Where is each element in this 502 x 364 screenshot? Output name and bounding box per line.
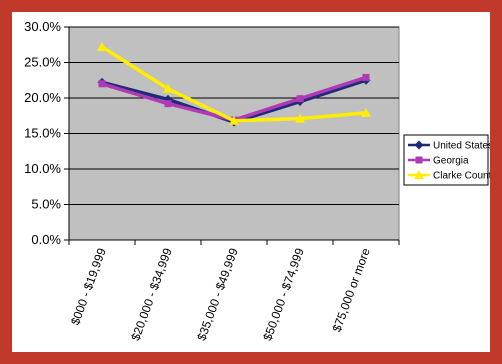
data-point xyxy=(361,107,371,117)
x-tick-label: $50,000 - $74,999 xyxy=(260,246,307,343)
x-tick-label: $35,000 - $49,999 xyxy=(194,246,241,343)
y-tick-label: 25.0% xyxy=(24,55,61,70)
data-point xyxy=(414,140,424,150)
legend-item: Georgia xyxy=(408,156,469,167)
line-chart: 0.0% 5.0% 10.0% 15.0% 20.0% 25.0% 30.0% $000 -… xyxy=(24,19,490,343)
y-tick-label: 0.0% xyxy=(31,232,61,247)
legend-item: United States xyxy=(408,140,490,152)
x-tick-label: $75,000 or more xyxy=(330,246,373,334)
data-point xyxy=(415,156,423,164)
legend-label: United States xyxy=(433,141,490,152)
y-axis: 0.0% 5.0% 10.0% 15.0% 20.0% 25.0% 30.0% xyxy=(24,19,70,247)
chart-frame: 0.0% 5.0% 10.0% 15.0% 20.0% 25.0% 30.0% $000 -… xyxy=(12,12,490,352)
data-point xyxy=(362,73,370,81)
data-point xyxy=(97,41,107,51)
data-point xyxy=(295,113,305,123)
data-point xyxy=(163,83,173,93)
y-tick-label: 30.0% xyxy=(24,19,61,34)
y-tick-label: 5.0% xyxy=(31,197,61,212)
legend-label: Georgia xyxy=(433,156,469,167)
series-layer xyxy=(97,41,371,127)
data-point xyxy=(414,170,424,179)
y-tick-label: 20.0% xyxy=(24,90,61,105)
series-clarke-county xyxy=(97,41,371,125)
y-tick-label: 10.0% xyxy=(24,161,61,176)
data-point xyxy=(229,115,239,125)
data-point xyxy=(296,95,304,103)
x-tick-label: $000 - $19,999 xyxy=(68,246,109,327)
legend: United States Georgia Clarke County xyxy=(403,134,490,186)
legend-item: Clarke County xyxy=(408,170,490,182)
x-tick-label: $20,000 - $34,999 xyxy=(128,246,175,343)
x-axis: $000 - $19,999 $20,000 - $34,999 $35,000 -… xyxy=(68,239,400,343)
y-tick-label: 15.0% xyxy=(24,126,61,141)
legend-label: Clarke County xyxy=(433,171,490,182)
data-point xyxy=(98,80,106,88)
data-point xyxy=(164,100,172,108)
